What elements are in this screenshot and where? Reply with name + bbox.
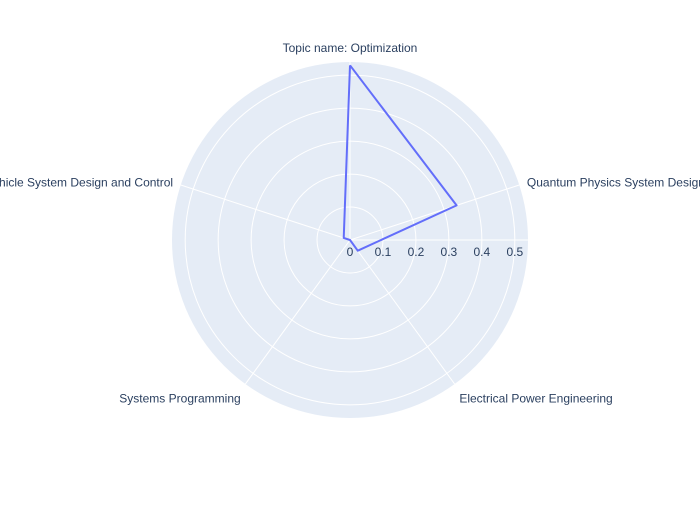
radial-tick-label: 0.5 [506,245,523,259]
angular-spoke [180,184,351,241]
angular-tick-label: Electrical Power Engineering [459,391,612,405]
angular-spoke [244,239,351,385]
series-layer [342,64,458,252]
angular-tick-label: Systems Programming [119,391,240,405]
angular-spoke [349,184,520,241]
label-layer: 0 0.1 0.2 0.3 0.4 0.5 Topic name: Optimization… [0,41,700,405]
angular-tick-label: Topic name: Optimization [283,41,418,55]
series-line [342,64,458,252]
angular-spoke [349,239,456,385]
angular-tick-label: Quantum Physics System Design [527,176,700,190]
radial-tick-label: 0.4 [474,245,491,259]
radial-tick-label: 0.1 [375,245,392,259]
angular-tick-label: Vehicle System Design and Control [0,176,173,190]
radial-tick-label: 0.2 [408,245,425,259]
radial-tick-label: 0.3 [441,245,458,259]
radial-tick-label: 0 [347,245,354,259]
